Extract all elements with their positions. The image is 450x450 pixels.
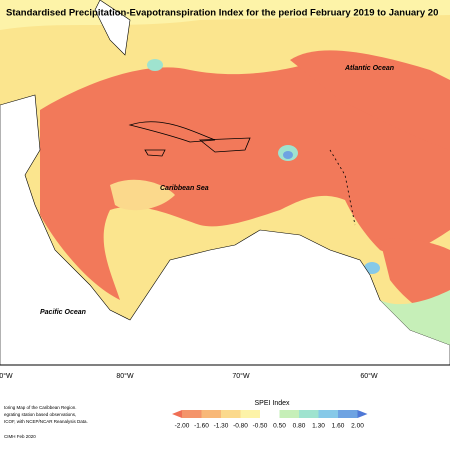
map-title: Standardised Precipitation-Evapotranspir…: [6, 8, 438, 19]
longitude-label: 60°W: [360, 372, 378, 380]
legend-swatch: [279, 410, 299, 418]
legend-tick-label: -2.00: [175, 423, 190, 430]
legend-title: SPEI Index: [254, 400, 290, 407]
footnote: CIMH Feb 2020: [4, 434, 36, 439]
footnote: egrating station based observations,: [4, 412, 76, 417]
footnote: toring Map of the Caribbean Region.: [4, 405, 77, 410]
legend-swatch: [318, 410, 338, 418]
legend-swatch: [240, 410, 260, 418]
legend-arrow: [172, 410, 182, 418]
ocean-label: Pacific Ocean: [40, 309, 86, 316]
wet-patch-2: [364, 262, 380, 274]
legend-tick-label: -1.60: [194, 423, 209, 430]
dry-zone-atlantic: [290, 50, 450, 150]
dry-zone: [40, 57, 450, 301]
legend-swatch: [299, 410, 319, 418]
legend-tick-label: 0.80: [293, 423, 306, 430]
legend-swatch: [221, 410, 241, 418]
legend-tick-label: -0.50: [253, 423, 268, 430]
moderate-patch: [110, 179, 175, 211]
legend-arrow: [357, 410, 368, 418]
longitude-labels: 0°W 80°W 70°W 60°W: [0, 372, 378, 380]
sea-label: Caribbean Sea: [160, 185, 209, 192]
legend-swatch: [260, 410, 280, 418]
legend-tick-label: -0.80: [233, 423, 248, 430]
ocean-label: Atlantic Ocean: [344, 65, 394, 72]
island-cuba: [128, 121, 216, 143]
longitude-label: 70°W: [232, 372, 250, 380]
legend-tick-label: -1.30: [214, 423, 229, 430]
legend-tick-label: 1.60: [332, 423, 345, 430]
footnotes: toring Map of the Caribbean Region. egrat…: [4, 405, 88, 439]
frame-bottom: [0, 365, 450, 450]
island-jamaica: [144, 149, 166, 157]
legend-swatch: [338, 410, 358, 418]
legend-tick-label: 1.30: [312, 423, 325, 430]
lesser-antilles: [329, 149, 356, 226]
longitude-label: 80°W: [116, 372, 134, 380]
legend: -2.00 -1.60 -1.30 -0.80 -0.50 0.50 0.80 1.30 1.6…: [172, 410, 368, 430]
island-hispaniola: [198, 137, 251, 153]
legend-tick-label: 0.50: [273, 423, 286, 430]
land-florida: [94, 0, 131, 56]
legend-swatch: [201, 410, 221, 418]
footnote: ICOF, with NCEP/NCAR Reanalysis Data.: [4, 419, 88, 424]
legend-tick-label: 2.00: [351, 423, 364, 430]
longitude-label: 0°W: [0, 372, 13, 380]
wet-core: [283, 151, 293, 159]
wet-land-patch: [380, 290, 450, 345]
wet-patch-3: [147, 59, 163, 71]
legend-swatch: [182, 410, 202, 418]
